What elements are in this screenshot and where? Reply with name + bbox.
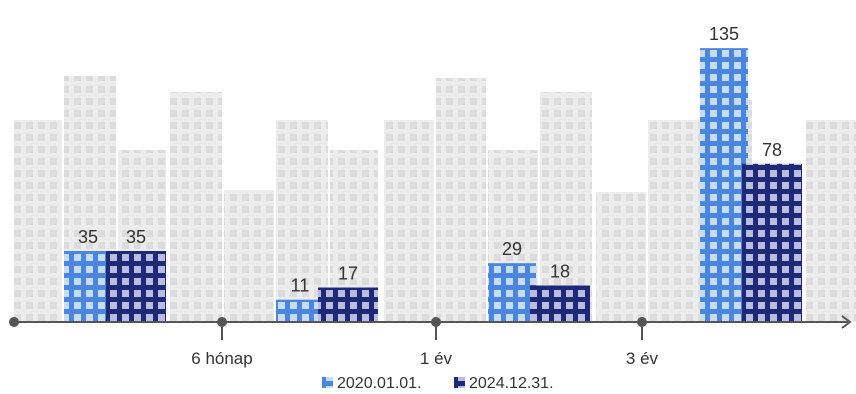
x-axis: 6 hónap 1 év 3 év — [9, 315, 852, 368]
value-label: 35 — [78, 227, 98, 247]
bar-series1-3 — [700, 48, 748, 323]
background-building — [384, 120, 434, 322]
legend-label: 2024.12.31. — [469, 375, 554, 392]
value-label: 17 — [338, 264, 358, 284]
legend-swatch — [454, 377, 465, 388]
value-labels-group: 35 11 29 135 35 17 18 78 — [78, 24, 782, 296]
background-building — [806, 120, 856, 322]
bar-series1-0 — [64, 251, 112, 322]
value-label: 35 — [126, 227, 146, 247]
bars-group — [64, 48, 802, 323]
background-building — [14, 120, 62, 322]
axis-arrow — [841, 315, 852, 329]
bar-series2-0 — [106, 251, 166, 322]
value-label: 29 — [502, 239, 522, 259]
legend-swatch — [322, 377, 333, 388]
axis-tick-label: 6 hónap — [191, 349, 252, 368]
axis-tick-label: 3 év — [626, 349, 659, 368]
axis-origin-dot — [9, 317, 19, 327]
background-building — [596, 192, 646, 322]
background-building — [648, 120, 700, 322]
value-label: 11 — [291, 276, 310, 296]
bar-series2-1 — [318, 287, 378, 322]
value-label: 78 — [762, 140, 782, 160]
background-building — [170, 92, 222, 322]
bar-series1-1 — [276, 299, 324, 322]
value-label: 135 — [709, 24, 739, 44]
bar-series2-2 — [530, 285, 590, 322]
legend: 2020.01.01. 2024.12.31. — [322, 375, 554, 392]
value-label: 18 — [550, 261, 570, 281]
background-building — [224, 190, 274, 322]
background-building — [540, 92, 592, 322]
legend-label: 2020.01.01. — [337, 375, 422, 392]
skyline-background — [14, 76, 856, 322]
bar-series1-2 — [488, 263, 536, 322]
bar-series2-3 — [742, 163, 802, 322]
axis-tick-label: 1 év — [420, 349, 453, 368]
background-building — [436, 78, 486, 322]
